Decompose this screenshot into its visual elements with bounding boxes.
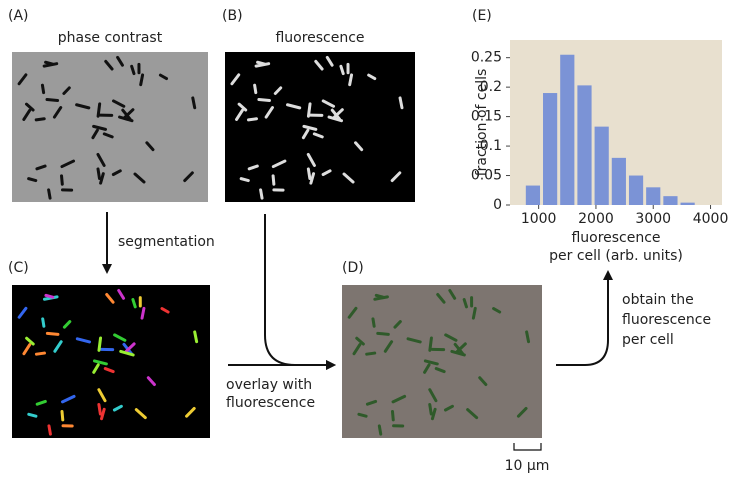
histogram: 00.050.10.150.20.251000200030004000fract… [471, 40, 729, 264]
figure: (A) phase contrast (B) fluorescence (C) … [0, 0, 741, 478]
bar [663, 196, 677, 205]
cell [98, 104, 100, 116]
cell [99, 338, 101, 350]
bar [612, 158, 626, 205]
x-tick-label: 4000 [693, 211, 729, 227]
segmentation-image [12, 285, 210, 438]
bar [526, 186, 540, 205]
cell [376, 295, 383, 297]
bar [646, 187, 660, 205]
panel-label: (E) [472, 8, 492, 24]
cell [392, 411, 393, 419]
panel-label: (C) [8, 260, 29, 276]
x-tick-label: 2000 [578, 211, 614, 227]
cell [49, 190, 50, 198]
arrow [265, 214, 334, 365]
cell [43, 319, 44, 326]
cell [400, 98, 402, 108]
cell [195, 332, 197, 342]
x-axis-label: per cell (arb. units) [549, 248, 683, 264]
cell [255, 85, 256, 92]
x-tick-label: 1000 [521, 211, 557, 227]
cell [42, 85, 43, 92]
cell [47, 333, 58, 334]
cell [46, 295, 53, 297]
cell [258, 62, 265, 64]
bar [577, 85, 591, 205]
step-label: segmentation [118, 234, 215, 250]
cell [379, 426, 380, 434]
step-label: overlay with [226, 377, 312, 393]
cell [36, 119, 44, 120]
y-axis-label: fraction of cells [474, 69, 490, 177]
cell [308, 169, 309, 179]
cell [259, 99, 270, 100]
cell [527, 332, 529, 342]
cell [46, 62, 53, 64]
bar [681, 203, 695, 205]
cell [29, 414, 36, 416]
cell [373, 319, 374, 326]
cell [29, 179, 36, 181]
cell [98, 169, 99, 179]
cell [261, 190, 262, 198]
cell [308, 104, 310, 116]
y-tick-label: 0 [493, 197, 502, 213]
fluorescence-image [225, 52, 415, 202]
cell [350, 75, 352, 85]
phase-image [12, 52, 208, 202]
panel-label: (D) [342, 260, 364, 276]
step-label: obtain the [622, 292, 694, 308]
bar [629, 176, 643, 205]
overlay-image [342, 285, 542, 438]
cell [62, 176, 63, 184]
panel-title: fluorescence [275, 30, 364, 46]
step-label: fluorescence [622, 312, 711, 328]
cell [378, 333, 389, 334]
bar [560, 55, 574, 205]
scale-bar-label: 10 μm [505, 458, 550, 474]
cell [473, 308, 475, 318]
step-label: per cell [622, 332, 674, 348]
x-axis-label: fluorescence [571, 230, 660, 246]
cell [359, 414, 366, 416]
bar [595, 127, 609, 205]
step-label: fluorescence [226, 395, 315, 411]
cell [49, 426, 50, 434]
panel-title: phase contrast [58, 30, 163, 46]
cell [430, 404, 431, 414]
cell [62, 411, 63, 419]
cell [47, 99, 58, 100]
cell [241, 179, 248, 181]
arrow [556, 272, 608, 365]
bar [543, 93, 557, 205]
x-tick-label: 3000 [635, 211, 671, 227]
cell [248, 119, 256, 120]
y-tick-label: 0.25 [471, 50, 502, 66]
panel-label: (A) [8, 8, 29, 24]
cell [367, 353, 375, 354]
cell [193, 98, 195, 108]
cell [99, 404, 100, 414]
cell [273, 176, 274, 184]
panel-label: (B) [222, 8, 243, 24]
cell [430, 338, 432, 350]
cell [142, 308, 144, 318]
cell [36, 353, 44, 354]
cell [141, 75, 143, 85]
scale-bar [514, 443, 541, 450]
